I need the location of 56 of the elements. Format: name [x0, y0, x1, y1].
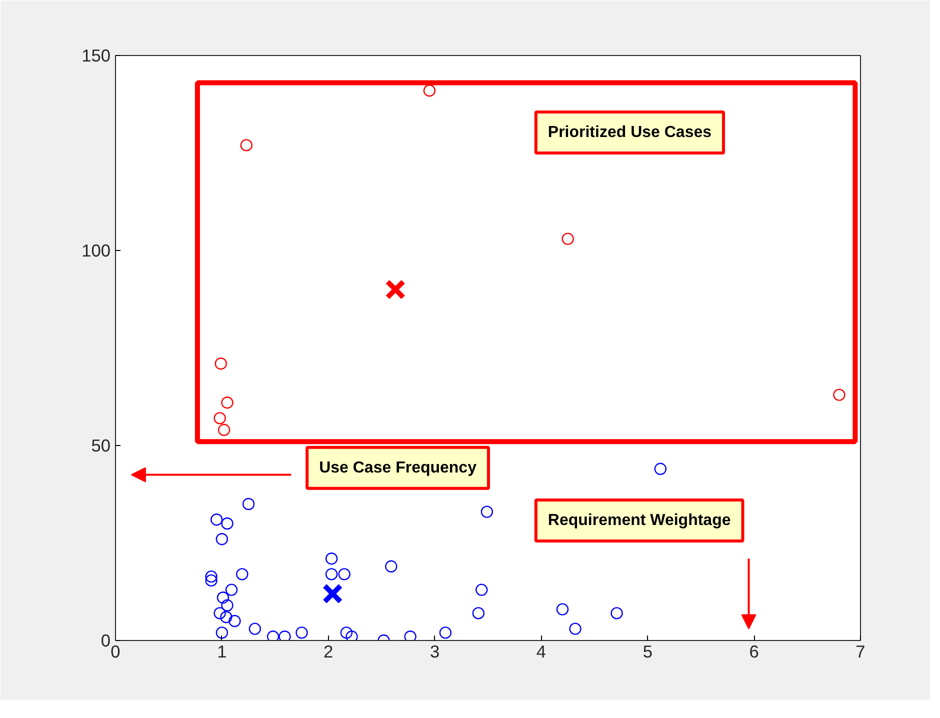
- point: [325, 552, 338, 565]
- y-tick-label: 150: [82, 46, 111, 66]
- point: [476, 584, 488, 596]
- point: [278, 630, 291, 640]
- point: [214, 607, 226, 620]
- point: [385, 279, 406, 300]
- annotation: Requirement Weightage: [548, 512, 731, 530]
- annotation: Prioritized Use Cases: [548, 124, 712, 141]
- y-tick-label: 100: [82, 240, 111, 260]
- x-tick-label: 4: [536, 642, 546, 662]
- point: [439, 626, 452, 639]
- point: [205, 570, 218, 583]
- point: [214, 358, 227, 370]
- point: [210, 514, 223, 526]
- point: [562, 232, 574, 245]
- point: [228, 614, 241, 628]
- point: [322, 583, 343, 604]
- point: [221, 396, 234, 409]
- point: [216, 592, 230, 604]
- point: [423, 84, 436, 97]
- point: [221, 599, 234, 612]
- point: [833, 388, 846, 401]
- point: [220, 611, 232, 624]
- point: [340, 626, 353, 639]
- point: [242, 498, 255, 510]
- x-tick-label: 3: [430, 642, 440, 662]
- point: [214, 412, 226, 424]
- x-tick-label: 1: [217, 642, 227, 662]
- x-tick-label: 7: [856, 642, 866, 662]
- point: [218, 424, 230, 436]
- point: [654, 462, 667, 475]
- point: [480, 506, 494, 518]
- annotation: Use Case Frequency: [319, 459, 477, 476]
- x-tick-label: 6: [749, 642, 759, 662]
- x-tick-label: 5: [642, 642, 652, 662]
- point: [221, 517, 234, 530]
- point: [325, 568, 338, 580]
- y-tick-label: 50: [91, 436, 111, 456]
- point: [296, 626, 308, 639]
- point: [216, 626, 228, 639]
- point: [385, 560, 398, 572]
- point: [472, 607, 485, 620]
- point: [556, 603, 569, 616]
- point: [205, 574, 218, 587]
- point: [236, 568, 248, 580]
- point: [266, 630, 280, 640]
- point: [346, 630, 358, 640]
- point: [338, 568, 350, 580]
- point: [610, 607, 623, 620]
- point: [225, 584, 238, 596]
- point: [216, 533, 228, 546]
- point: [240, 139, 253, 152]
- point: [404, 630, 416, 640]
- point: [248, 622, 262, 635]
- x-tick-label: 2: [324, 642, 334, 662]
- point: [569, 622, 582, 635]
